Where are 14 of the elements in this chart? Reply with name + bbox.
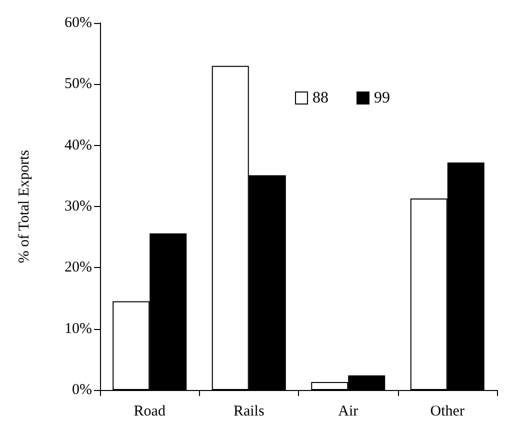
x-tick-label: Air (338, 404, 358, 420)
x-tick-label: Road (134, 404, 166, 420)
y-tick-label: 30% (64, 198, 92, 214)
x-tick-label: Rails (233, 404, 264, 420)
legend-label: 88 (312, 90, 328, 106)
y-tick-label: 40% (64, 137, 92, 154)
y-tick-label: 0% (72, 382, 92, 398)
y-tick-label: 50% (64, 76, 92, 92)
legend-label: 99 (374, 90, 390, 106)
y-tick-label: 60% (64, 15, 92, 31)
y-axis-title: % of Total Exports (16, 150, 32, 264)
y-tick-label: 20% (64, 260, 92, 276)
y-tick-label: 10% (64, 320, 92, 337)
x-tick-label: Other (430, 404, 464, 420)
